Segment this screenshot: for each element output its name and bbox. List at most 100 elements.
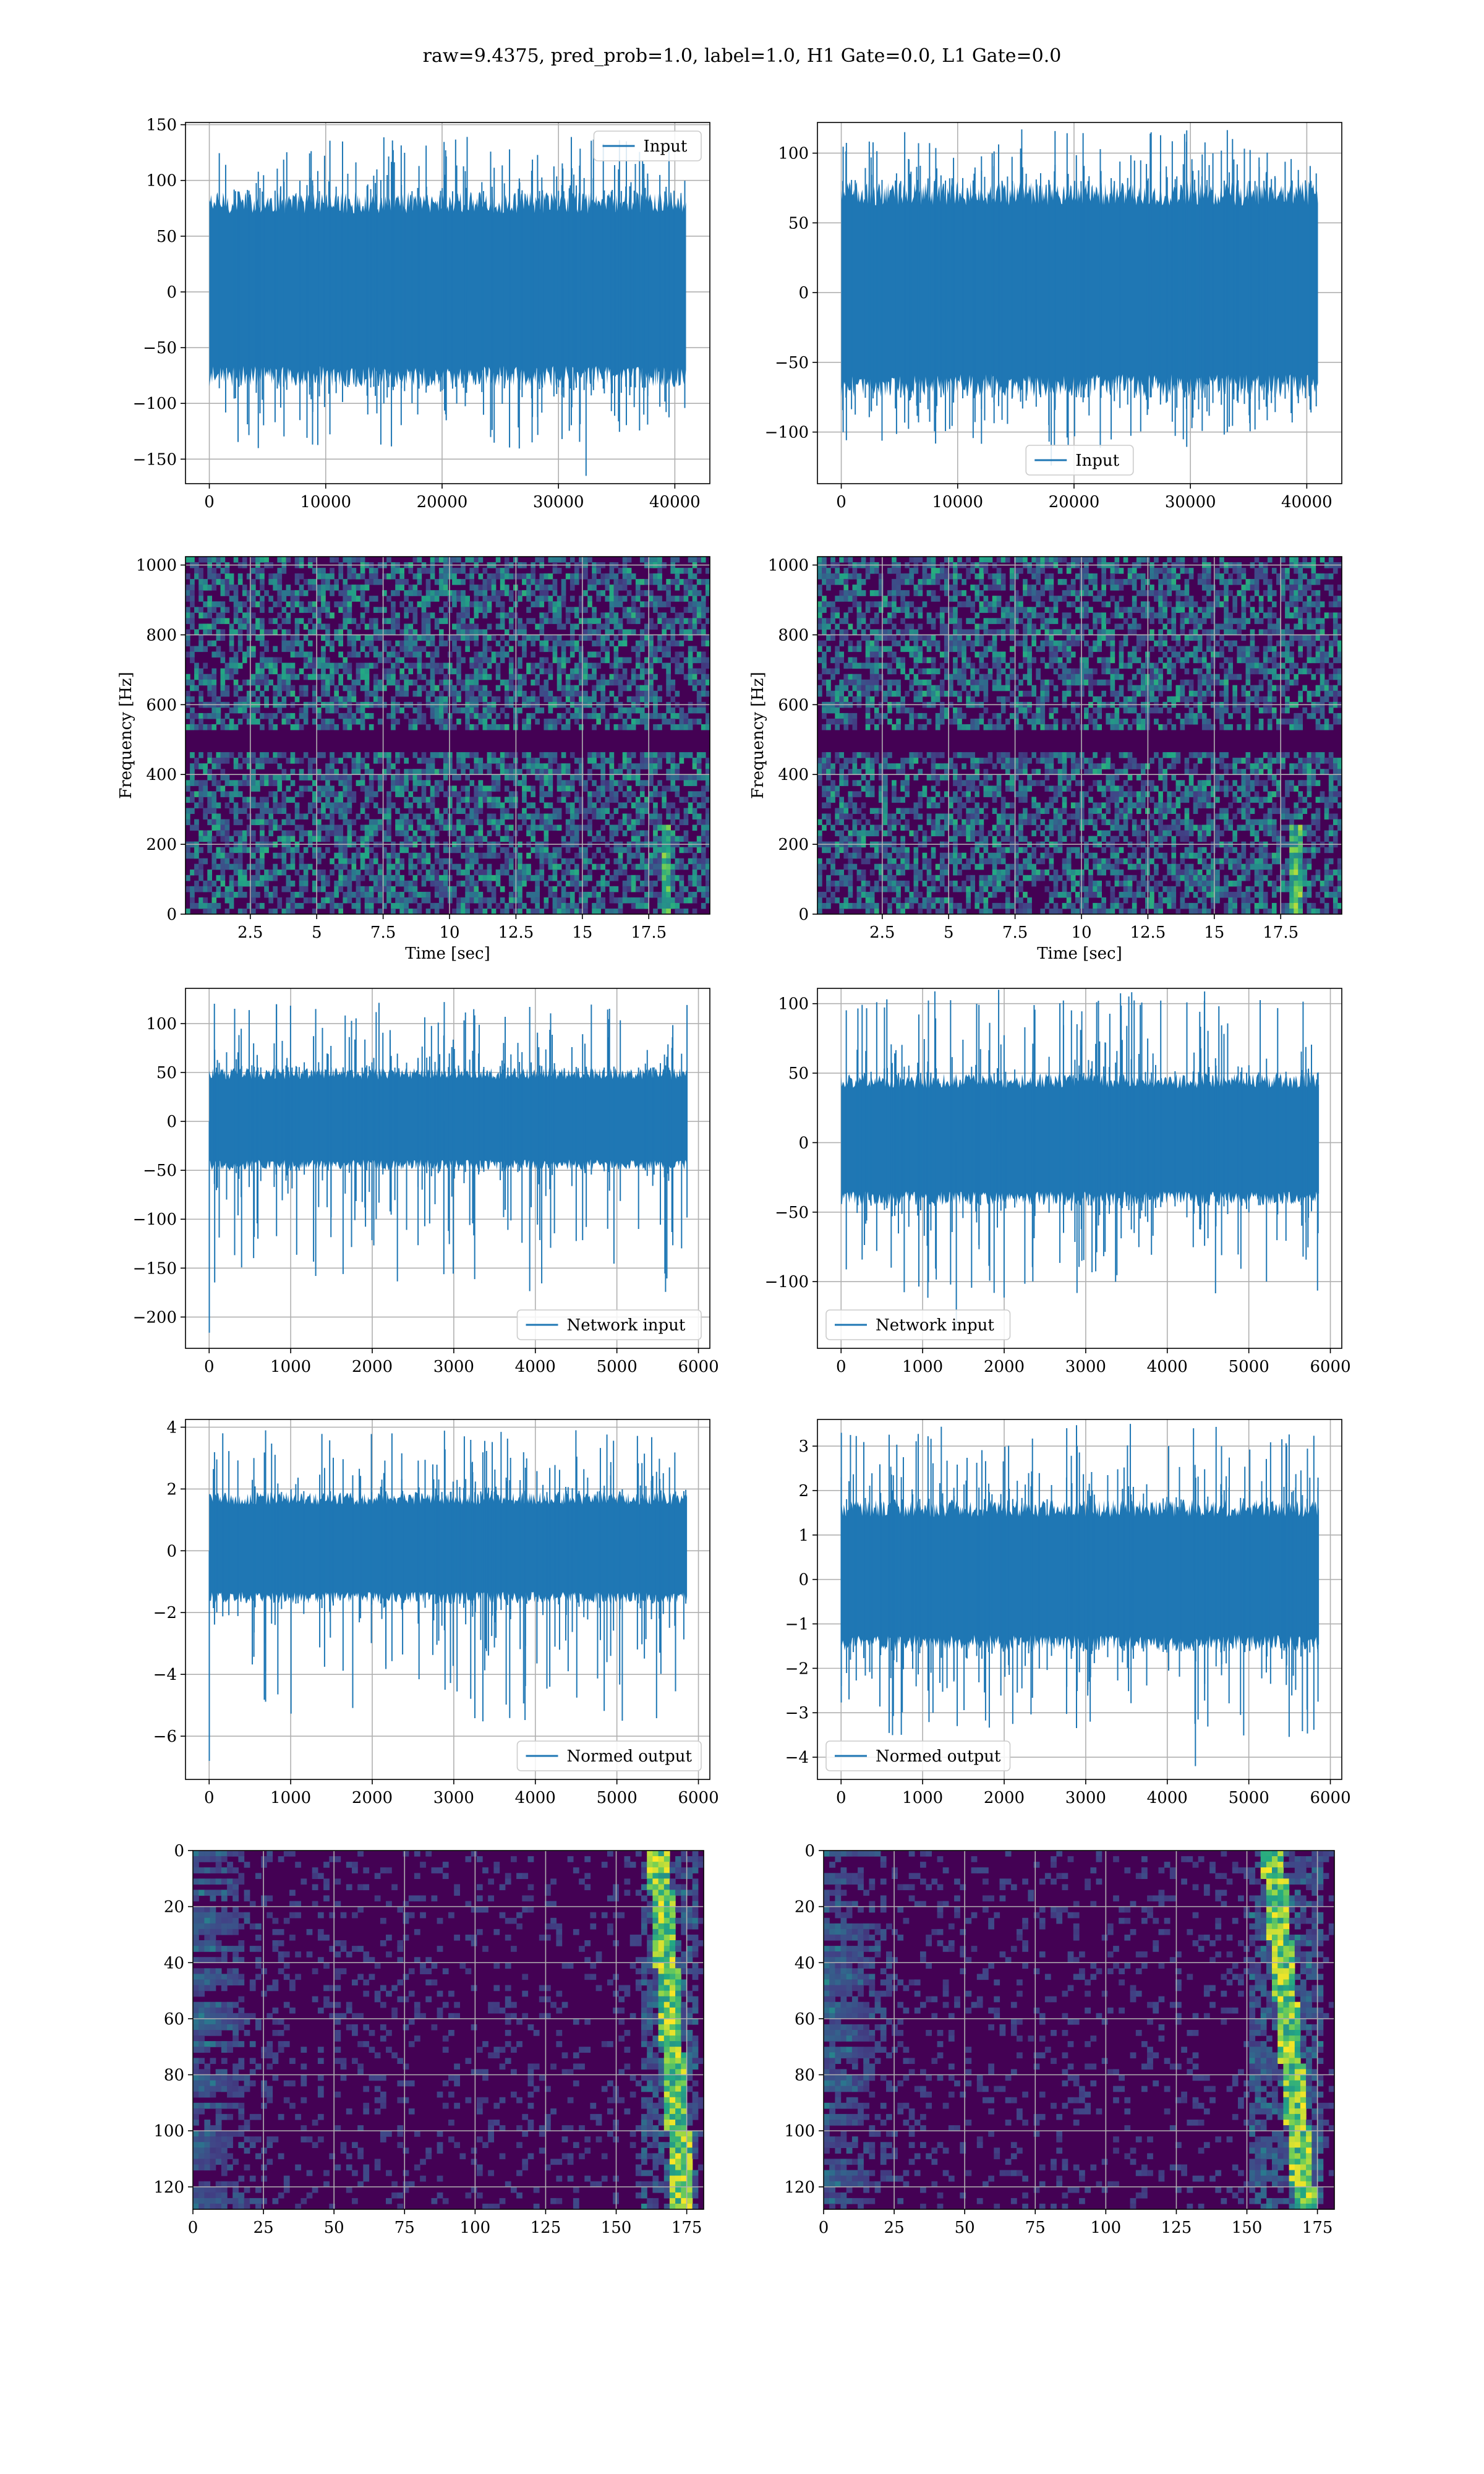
heatmap-cell — [491, 584, 497, 591]
heatmap-cell — [561, 785, 566, 792]
heatmap-cell — [395, 785, 400, 792]
heatmap-cell — [421, 607, 427, 613]
heatmap-cell — [666, 651, 671, 658]
heatmap-cell — [1053, 557, 1059, 563]
heatmap-cell — [438, 780, 444, 786]
heatmap-cell — [522, 724, 527, 730]
heatmap-cell — [518, 690, 522, 697]
heatmap-cell — [360, 785, 365, 792]
heatmap-cell — [224, 674, 230, 680]
heatmap-cell — [692, 858, 697, 865]
heatmap-cell — [635, 662, 641, 669]
heatmap-cell — [487, 902, 492, 909]
heatmap-cell — [325, 724, 330, 730]
heatmap-cell — [701, 724, 706, 730]
heatmap-cell — [434, 875, 440, 881]
heatmap-cell — [360, 573, 365, 580]
heatmap-cell — [369, 869, 374, 876]
heatmap-cell — [277, 785, 283, 792]
heatmap-cell — [377, 679, 383, 686]
heatmap-cell — [579, 758, 584, 764]
heatmap-cell — [518, 685, 522, 691]
heatmap-cell — [583, 573, 588, 580]
heatmap-cell — [1263, 568, 1268, 574]
heatmap-cell — [443, 640, 448, 647]
heatmap-cell — [386, 875, 391, 881]
heatmap-cell — [421, 847, 427, 854]
heatmap-cell — [639, 579, 645, 585]
heatmap-cell — [635, 696, 641, 703]
heatmap-cell — [683, 863, 689, 870]
heatmap-cell — [692, 880, 697, 887]
heatmap-cell — [701, 685, 706, 691]
heatmap-cell — [635, 590, 641, 596]
heatmap-cell — [1000, 573, 1006, 580]
heatmap-cell — [198, 897, 203, 904]
heatmap-cell — [343, 852, 348, 859]
heatmap-cell — [1031, 573, 1036, 580]
heatmap-cell — [343, 774, 348, 781]
heatmap-cell — [220, 869, 226, 876]
heatmap-cell — [277, 568, 283, 574]
heatmap-cell — [662, 891, 667, 898]
heatmap-cell — [220, 668, 226, 675]
heatmap-cell — [343, 863, 348, 870]
heatmap-cell — [649, 635, 654, 641]
heatmap-cell — [186, 785, 190, 792]
heatmap-cell — [1294, 579, 1298, 585]
heatmap-cell — [618, 690, 623, 697]
heatmap-cell — [649, 657, 654, 664]
heatmap-cell — [425, 891, 431, 898]
heatmap-cell — [1127, 573, 1133, 580]
heatmap-cell — [443, 875, 448, 881]
heatmap-cell — [216, 819, 221, 826]
heatmap-cell — [404, 819, 409, 826]
heatmap-cell — [675, 596, 680, 602]
heatmap-cell — [203, 902, 208, 909]
heatmap-cell — [679, 847, 684, 854]
heatmap-cell — [237, 791, 243, 797]
heatmap-cell — [438, 886, 444, 892]
heatmap-cell — [373, 579, 378, 585]
heatmap-cell — [561, 557, 566, 563]
heatmap-cell — [631, 674, 636, 680]
heatmap-cell — [478, 674, 484, 680]
heatmap-cell — [670, 623, 676, 630]
heatmap-cell — [417, 668, 422, 675]
heatmap-cell — [574, 662, 579, 669]
heatmap-cell — [408, 601, 414, 607]
heatmap-cell — [596, 679, 601, 686]
heatmap-cell — [369, 635, 374, 641]
heatmap-cell — [264, 679, 269, 686]
heatmap-cell — [233, 891, 239, 898]
heatmap-cell — [377, 607, 383, 613]
heatmap-cell — [194, 646, 199, 653]
heatmap-cell — [443, 612, 448, 618]
heatmap-cell — [1158, 568, 1163, 574]
heatmap-cell — [347, 886, 352, 892]
heatmap-cell — [190, 769, 195, 775]
heatmap-cell — [605, 909, 610, 914]
heatmap-cell — [417, 909, 422, 914]
heatmap-cell — [508, 612, 514, 618]
heatmap-cell — [351, 590, 357, 596]
heatmap-cell — [953, 579, 958, 585]
heatmap-cell — [260, 668, 265, 675]
heatmap-cell — [469, 724, 474, 730]
heatmap-cell — [705, 824, 710, 831]
heatmap-cell — [456, 718, 461, 725]
heatmap-cell — [321, 718, 326, 725]
heatmap-cell — [404, 607, 409, 613]
heatmap-cell — [487, 623, 492, 630]
heatmap-cell — [605, 880, 610, 887]
heatmap-cell — [220, 718, 226, 725]
heatmap-cell — [246, 573, 252, 580]
heatmap-cell — [438, 863, 444, 870]
heatmap-cell — [688, 802, 693, 808]
heatmap-cell — [186, 696, 190, 703]
heatmap-cell — [438, 557, 444, 563]
heatmap-cell — [569, 808, 575, 814]
heatmap-cell — [377, 824, 383, 831]
heatmap-cell — [194, 685, 199, 691]
heatmap-cell — [478, 869, 484, 876]
